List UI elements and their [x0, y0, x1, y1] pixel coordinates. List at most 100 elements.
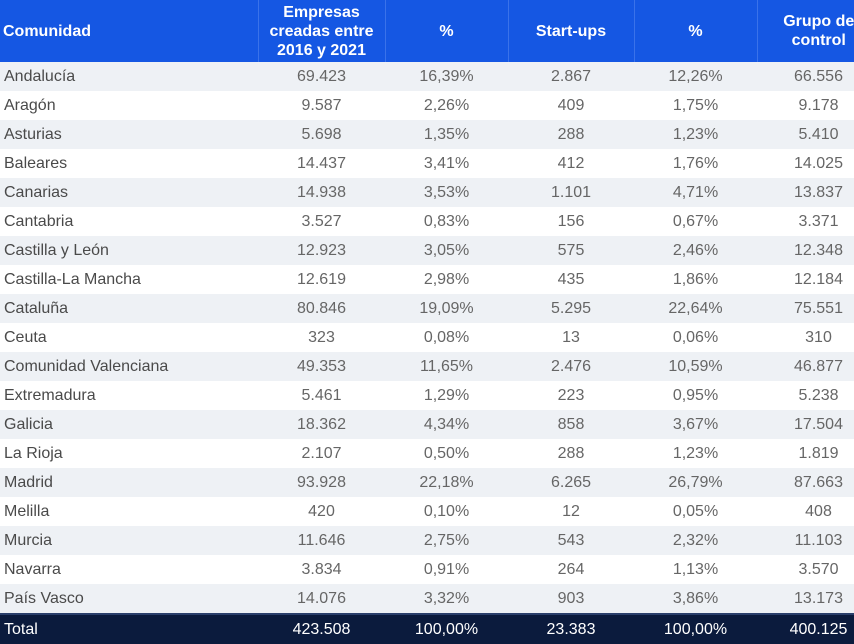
region-name: La Rioja	[0, 439, 258, 468]
table-cell: 435	[508, 265, 634, 294]
table-cell: 3,86%	[634, 584, 757, 614]
table-cell: 11.646	[258, 526, 385, 555]
table-row: Madrid 93.928 22,18% 6.265 26,79% 87.663	[0, 468, 854, 497]
table-row: Galicia 18.362 4,34% 858 3,67% 17.504	[0, 410, 854, 439]
table-cell: 11,65%	[385, 352, 508, 381]
table-cell: 12.923	[258, 236, 385, 265]
table-cell: 3,67%	[634, 410, 757, 439]
table-cell: 3.527	[258, 207, 385, 236]
table-cell: 408	[757, 497, 854, 526]
table-cell: 543	[508, 526, 634, 555]
table-cell: 264	[508, 555, 634, 584]
table-row: Aragón 9.587 2,26% 409 1,75% 9.178	[0, 91, 854, 120]
table-cell: 1,86%	[634, 265, 757, 294]
table-cell: 409	[508, 91, 634, 120]
table-cell: 6.265	[508, 468, 634, 497]
table-cell: 5.410	[757, 120, 854, 149]
region-name: Galicia	[0, 410, 258, 439]
table-row: Comunidad Valenciana 49.353 11,65% 2.476 10,…	[0, 352, 854, 381]
table-cell: 11.103	[757, 526, 854, 555]
table-cell: 9.587	[258, 91, 385, 120]
table-cell: 310	[757, 323, 854, 352]
table-row: Murcia 11.646 2,75% 543 2,32% 11.103	[0, 526, 854, 555]
region-name: Murcia	[0, 526, 258, 555]
table-cell: 0,67%	[634, 207, 757, 236]
table-cell: 5.295	[508, 294, 634, 323]
header-row: Comunidad Empresas creadas entre 2016 y 2…	[0, 0, 854, 62]
total-cell: 23.383	[508, 613, 634, 644]
table-cell: 4,34%	[385, 410, 508, 439]
table-cell: 13	[508, 323, 634, 352]
table-cell: 80.846	[258, 294, 385, 323]
table-cell: 0,08%	[385, 323, 508, 352]
column-header: Comunidad	[0, 0, 258, 62]
table-cell: 412	[508, 149, 634, 178]
table-cell: 12	[508, 497, 634, 526]
column-header: Start-ups	[507, 0, 634, 62]
table-cell: 69.423	[258, 62, 385, 91]
region-name: Andalucía	[0, 62, 258, 91]
table-cell: 12.348	[757, 236, 854, 265]
region-name: Cataluña	[0, 294, 258, 323]
table-cell: 5.698	[258, 120, 385, 149]
total-cell: 400.125	[757, 613, 854, 644]
table-cell: 1.101	[508, 178, 634, 207]
table-cell: 3,05%	[385, 236, 508, 265]
table-cell: 17.504	[757, 410, 854, 439]
table-cell: 288	[508, 439, 634, 468]
table-row: Castilla-La Mancha 12.619 2,98% 435 1,86% 12.…	[0, 265, 854, 294]
region-name: Ceuta	[0, 323, 258, 352]
table-cell: 26,79%	[634, 468, 757, 497]
table-cell: 14.076	[258, 584, 385, 614]
table-cell: 1,75%	[634, 91, 757, 120]
table-row: Navarra 3.834 0,91% 264 1,13% 3.570	[0, 555, 854, 584]
total-cell: 423.508	[258, 613, 385, 644]
column-header: %	[384, 0, 508, 62]
table-row: Ceuta 323 0,08% 13 0,06% 310	[0, 323, 854, 352]
region-name: Asturias	[0, 120, 258, 149]
region-name: Madrid	[0, 468, 258, 497]
table-cell: 3.570	[757, 555, 854, 584]
table-row: Asturias 5.698 1,35% 288 1,23% 5.410	[0, 120, 854, 149]
table-cell: 5.238	[757, 381, 854, 410]
table-row: Extremadura 5.461 1,29% 223 0,95% 5.238	[0, 381, 854, 410]
table-cell: 75.551	[757, 294, 854, 323]
table-cell: 1,23%	[634, 120, 757, 149]
table-cell: 1,29%	[385, 381, 508, 410]
table-cell: 87.663	[757, 468, 854, 497]
region-name: Navarra	[0, 555, 258, 584]
table-cell: 2,26%	[385, 91, 508, 120]
table-cell: 3,32%	[385, 584, 508, 614]
region-name: Cantabria	[0, 207, 258, 236]
region-name: Canarias	[0, 178, 258, 207]
table-cell: 93.928	[258, 468, 385, 497]
table-cell: 0,10%	[385, 497, 508, 526]
table-cell: 288	[508, 120, 634, 149]
table-cell: 156	[508, 207, 634, 236]
region-name: Melilla	[0, 497, 258, 526]
table-cell: 18.362	[258, 410, 385, 439]
region-name: Castilla y León	[0, 236, 258, 265]
table-cell: 66.556	[757, 62, 854, 91]
table-row: La Rioja 2.107 0,50% 288 1,23% 1.819	[0, 439, 854, 468]
total-label: Total	[0, 613, 258, 644]
table-cell: 2.867	[508, 62, 634, 91]
table-cell: 0,50%	[385, 439, 508, 468]
table-cell: 0,95%	[634, 381, 757, 410]
table-cell: 1,76%	[634, 149, 757, 178]
table-cell: 1,23%	[634, 439, 757, 468]
table-row: País Vasco 14.076 3,32% 903 3,86% 13.173	[0, 584, 854, 614]
table-row: Andalucía 69.423 16,39% 2.867 12,26% 66.556	[0, 62, 854, 91]
table-cell: 2,75%	[385, 526, 508, 555]
table-cell: 0,05%	[634, 497, 757, 526]
table-cell: 323	[258, 323, 385, 352]
table-cell: 49.353	[258, 352, 385, 381]
table-cell: 858	[508, 410, 634, 439]
table-cell: 46.877	[757, 352, 854, 381]
region-name: Comunidad Valenciana	[0, 352, 258, 381]
table-cell: 14.025	[757, 149, 854, 178]
table-row: Cantabria 3.527 0,83% 156 0,67% 3.371	[0, 207, 854, 236]
table-cell: 2,46%	[634, 236, 757, 265]
table-cell: 13.837	[757, 178, 854, 207]
